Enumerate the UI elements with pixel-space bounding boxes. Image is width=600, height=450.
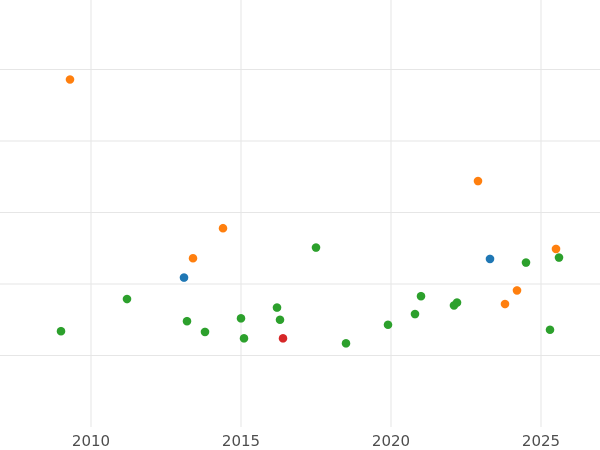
data-point	[500, 299, 510, 309]
data-point	[311, 243, 321, 252]
data-point	[512, 286, 522, 295]
x-axis-tick-labels: 2010 2015 2020 2025	[72, 432, 560, 450]
data-point	[554, 253, 564, 262]
x-tick-label: 2025	[522, 432, 560, 450]
data-point	[278, 334, 288, 343]
data-point	[182, 316, 192, 326]
data-point	[383, 320, 393, 330]
data-point	[452, 298, 462, 307]
x-tick-label: 2015	[222, 432, 260, 450]
data-point	[551, 244, 561, 254]
data-point	[236, 314, 246, 323]
data-point	[416, 291, 426, 301]
gridlines	[0, 0, 600, 427]
data-point	[521, 258, 531, 267]
data-point	[485, 254, 495, 264]
data-point	[218, 223, 228, 233]
data-point	[200, 327, 210, 337]
data-point	[272, 303, 282, 312]
data-point	[65, 75, 75, 84]
data-point	[179, 273, 189, 282]
data-point	[473, 176, 483, 186]
data-point	[275, 315, 285, 325]
x-tick-label: 2010	[72, 432, 110, 450]
data-point	[410, 309, 420, 319]
data-point	[545, 325, 555, 335]
data-point	[239, 334, 249, 343]
data-point	[122, 294, 132, 304]
data-point	[188, 253, 198, 263]
data-point	[56, 326, 66, 336]
data-point	[341, 339, 351, 348]
data-points	[56, 75, 564, 348]
x-tick-label: 2020	[372, 432, 410, 450]
